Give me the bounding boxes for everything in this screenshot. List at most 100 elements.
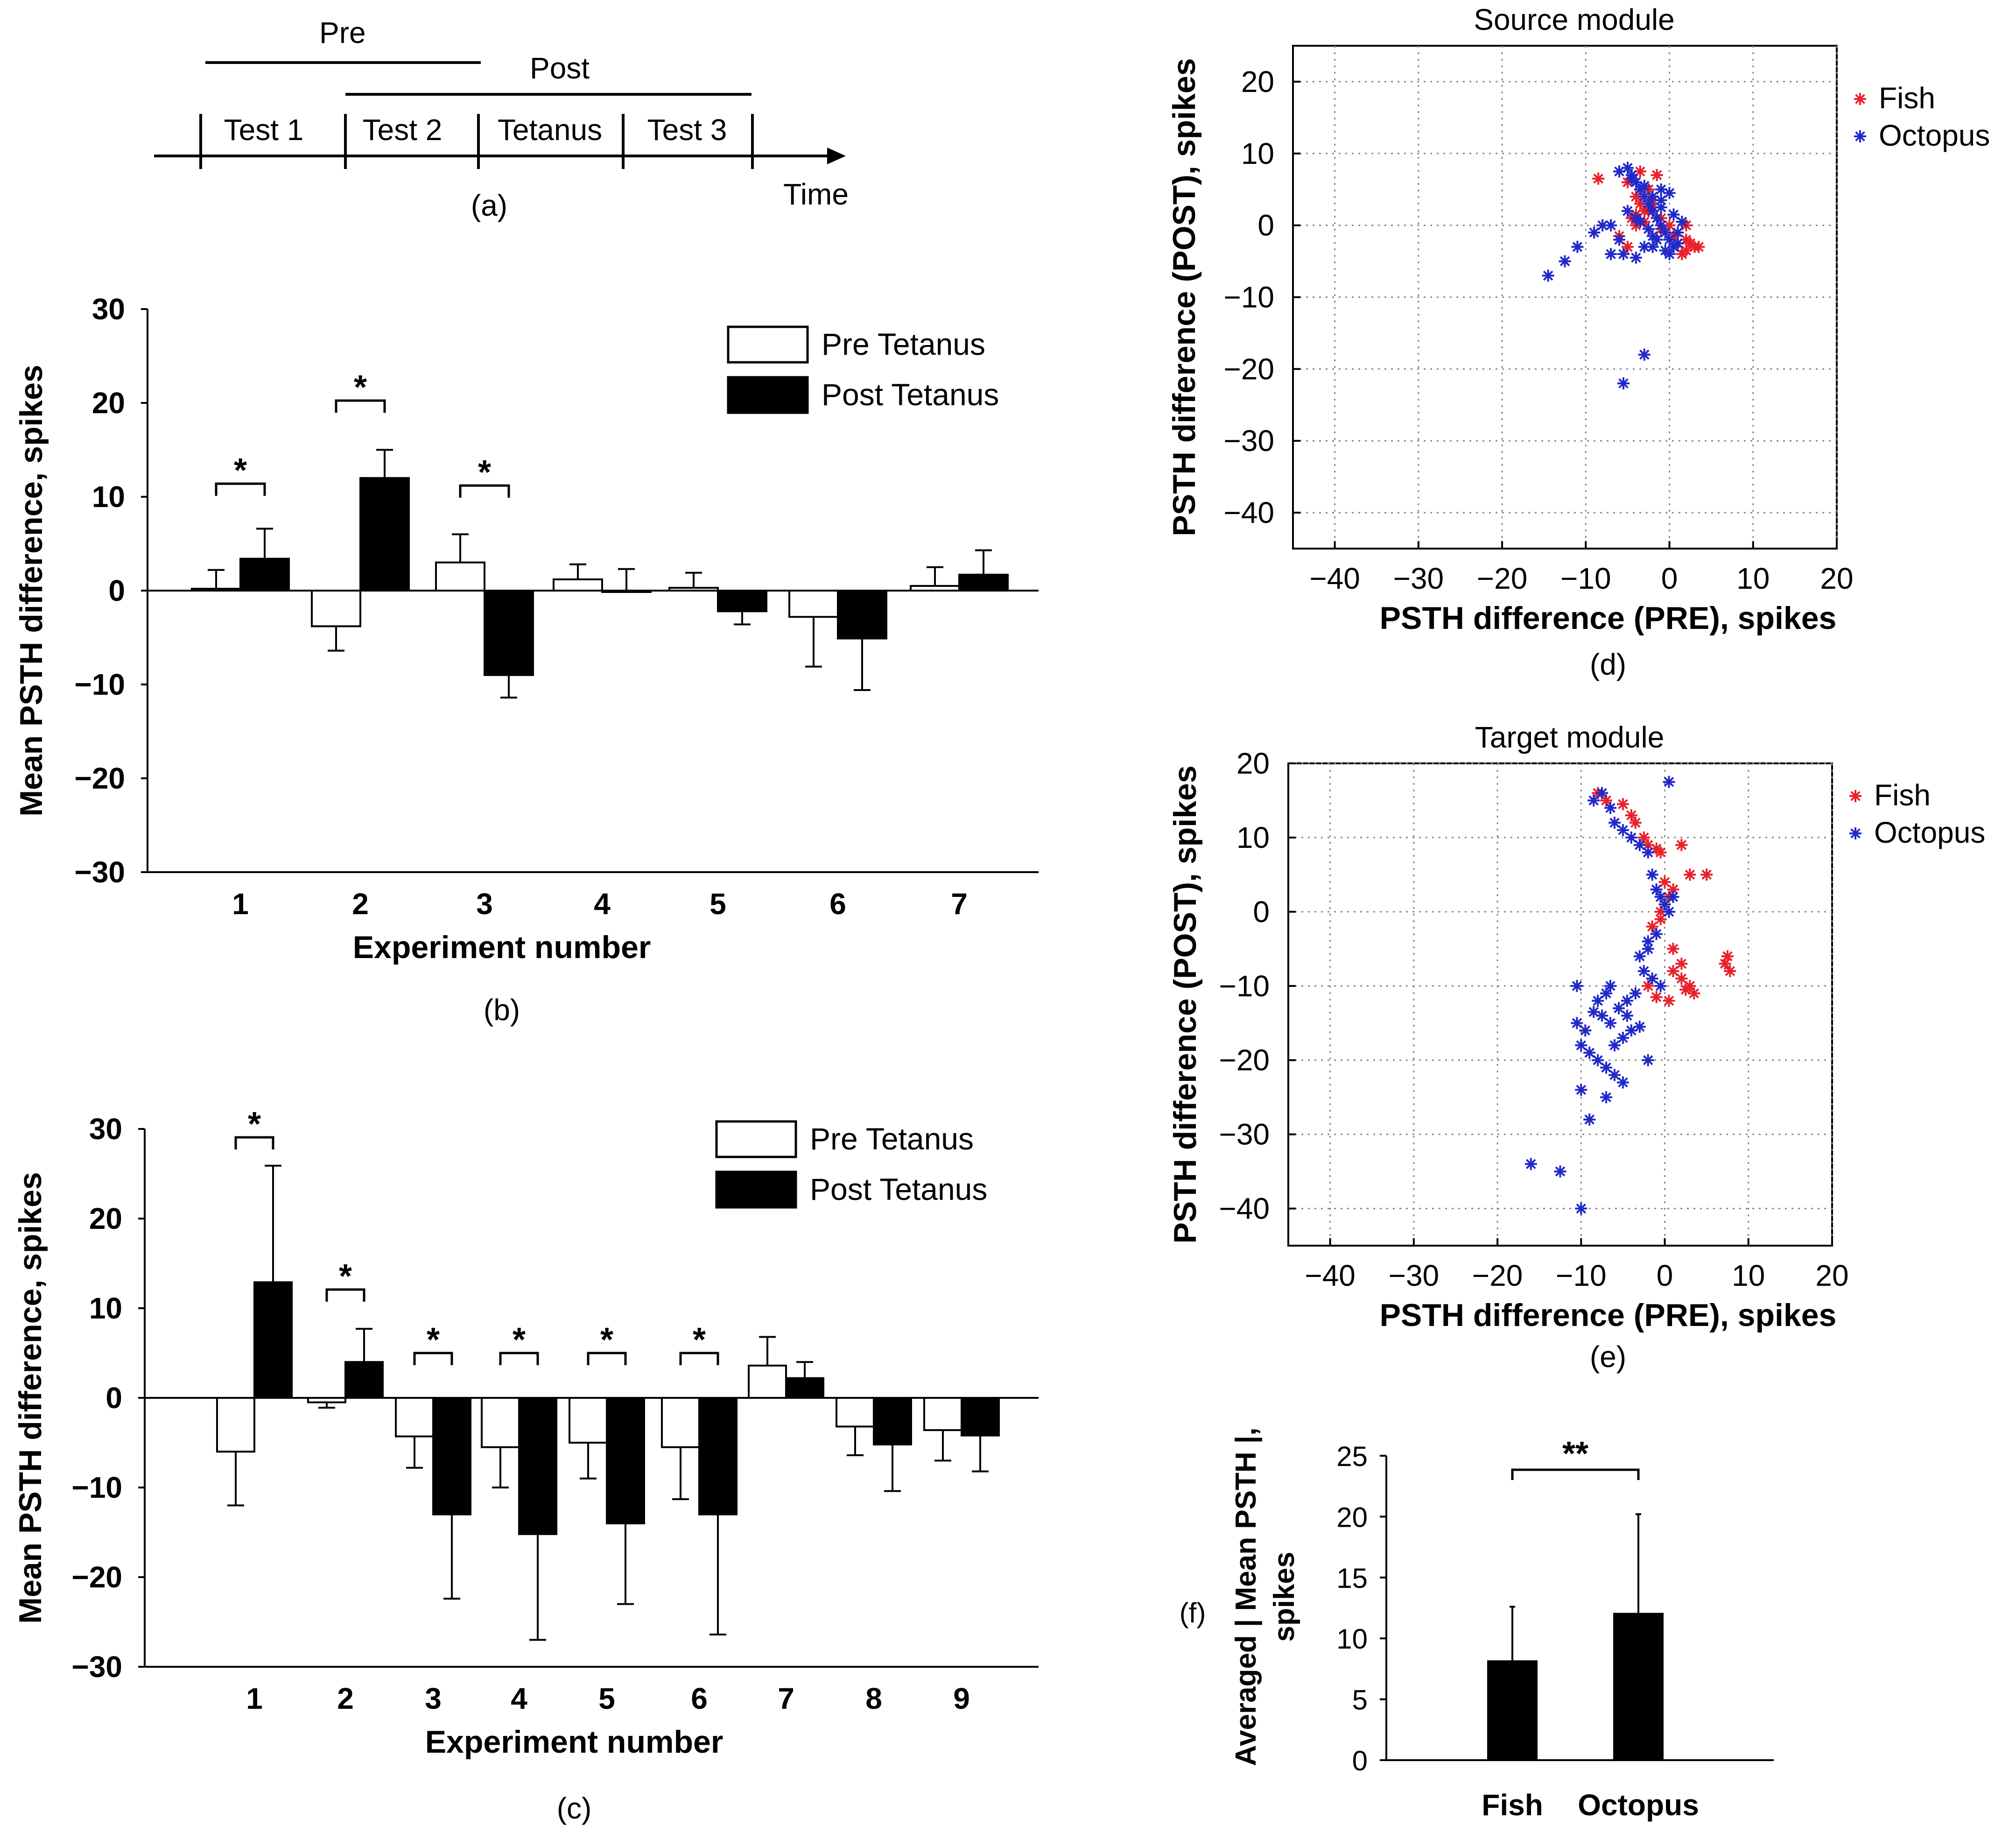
point-octopus xyxy=(1596,1009,1609,1022)
point-octopus xyxy=(1633,839,1646,851)
bar-pre-tetanus xyxy=(481,1397,520,1448)
bar-pre-tetanus xyxy=(553,578,603,592)
legend-label-pre: Pre Tetanus xyxy=(822,327,985,361)
segment-tetanus: Tetanus xyxy=(498,113,602,147)
x-tick-label: 7 xyxy=(951,887,968,921)
point-octopus xyxy=(1571,1017,1583,1029)
bar-post-tetanus xyxy=(785,1377,824,1399)
point-octopus xyxy=(1638,240,1651,253)
point-octopus xyxy=(1646,190,1659,203)
significance-bracket xyxy=(1511,1468,1640,1480)
point-fish xyxy=(1675,972,1688,985)
x-axis-title: Experiment number xyxy=(425,1724,724,1760)
bar-pre-tetanus xyxy=(788,590,839,618)
point-octopus xyxy=(1646,204,1659,217)
y-tick-label: −30 xyxy=(1223,424,1274,458)
x-tick-label: 20 xyxy=(1815,1259,1848,1292)
legend-swatch-pre xyxy=(727,325,809,364)
point-fish xyxy=(1651,169,1663,181)
significance-bracket xyxy=(325,1288,365,1302)
bar-pre-tetanus xyxy=(836,1397,875,1428)
x-tick-label: −40 xyxy=(1305,1259,1356,1292)
point-fish xyxy=(1600,794,1613,807)
x-tick-label: 9 xyxy=(953,1682,970,1715)
point-octopus xyxy=(1621,1009,1633,1022)
point-fish xyxy=(1630,190,1642,203)
bar-post-tetanus xyxy=(432,1397,471,1516)
point-fish xyxy=(1700,868,1713,881)
legend-label-octopus: Octopus xyxy=(1879,119,1990,152)
segment-test-2: Test 2 xyxy=(363,113,443,147)
bar-pre-tetanus xyxy=(311,590,361,627)
bar-post-tetanus xyxy=(484,590,534,676)
legend-swatch-pre xyxy=(715,1120,797,1158)
point-octopus xyxy=(1642,223,1655,235)
y-tick-label: −20 xyxy=(1223,352,1274,386)
point-octopus xyxy=(1663,248,1676,261)
bar-pre-tetanus xyxy=(923,1397,962,1431)
point-octopus xyxy=(1588,1006,1600,1018)
y-tick-label: 20 xyxy=(89,1202,122,1235)
plot-frame xyxy=(1287,762,1833,1247)
point-octopus xyxy=(1588,226,1601,239)
point-octopus xyxy=(1629,987,1642,1000)
point-fish xyxy=(1667,883,1679,896)
x-tick-label: Octopus xyxy=(1578,1788,1699,1822)
x-tick-label: 3 xyxy=(425,1682,442,1715)
point-octopus xyxy=(1592,1054,1604,1066)
bar-post-tetanus xyxy=(518,1397,557,1535)
point-octopus xyxy=(1676,215,1688,228)
point-octopus xyxy=(1638,190,1651,203)
plot-frame xyxy=(1292,45,1838,550)
x-tick-label: 6 xyxy=(691,1682,708,1715)
point-octopus xyxy=(1637,965,1650,977)
y-tick-label: −20 xyxy=(71,1560,122,1594)
y-tick-label: 20 xyxy=(1236,747,1270,780)
x-tick-label: −10 xyxy=(1560,562,1611,595)
legend-marker-octopus xyxy=(1854,130,1866,142)
point-fish xyxy=(1684,237,1697,250)
time-arrowhead xyxy=(827,148,846,164)
point-octopus xyxy=(1617,377,1630,390)
point-octopus xyxy=(1659,226,1672,239)
y-tick-label: 10 xyxy=(89,1291,122,1325)
point-octopus xyxy=(1609,1039,1621,1051)
y-tick-label: −10 xyxy=(1219,969,1270,1003)
point-octopus xyxy=(1600,1061,1613,1074)
point-octopus xyxy=(1621,204,1634,217)
point-octopus xyxy=(1604,1017,1617,1029)
x-tick-label: −10 xyxy=(1556,1259,1607,1292)
time-label: Time xyxy=(783,177,849,211)
y-tick-label: −40 xyxy=(1223,496,1274,529)
point-fish xyxy=(1684,868,1696,881)
point-octopus xyxy=(1633,950,1646,963)
x-axis-title: Experiment number xyxy=(353,930,651,965)
point-octopus xyxy=(1571,240,1584,253)
bar-post-tetanus xyxy=(698,1397,738,1516)
bar-pre-tetanus xyxy=(216,1397,255,1453)
bar-post-tetanus xyxy=(961,1397,1000,1437)
x-tick-label: −40 xyxy=(1309,562,1360,595)
x-tick-label: 10 xyxy=(1732,1259,1765,1292)
legend-swatch-post xyxy=(727,376,809,414)
point-fish xyxy=(1680,244,1693,257)
y-tick-label: 15 xyxy=(1336,1563,1368,1594)
x-axis-title: PSTH difference (PRE), spikes xyxy=(1380,1297,1837,1333)
bar-pre-tetanus xyxy=(435,561,485,592)
x-tick-label: 6 xyxy=(829,887,846,921)
y-tick-label: −10 xyxy=(71,1471,122,1504)
y-tick-label: 10 xyxy=(1241,137,1274,170)
point-octopus xyxy=(1613,165,1625,178)
point-octopus xyxy=(1605,219,1617,232)
point-octopus xyxy=(1613,233,1625,246)
point-octopus xyxy=(1575,1084,1588,1096)
point-octopus xyxy=(1616,824,1629,837)
x-tick-label: 1 xyxy=(246,1682,263,1715)
y-tick-label: 0 xyxy=(1257,209,1274,242)
point-fish xyxy=(1693,240,1705,253)
panel-label: (e) xyxy=(1590,1340,1626,1374)
x-tick-label: 0 xyxy=(1657,1259,1673,1292)
point-octopus xyxy=(1583,1113,1596,1126)
significance-bracket xyxy=(215,482,266,496)
point-octopus xyxy=(1609,817,1621,829)
